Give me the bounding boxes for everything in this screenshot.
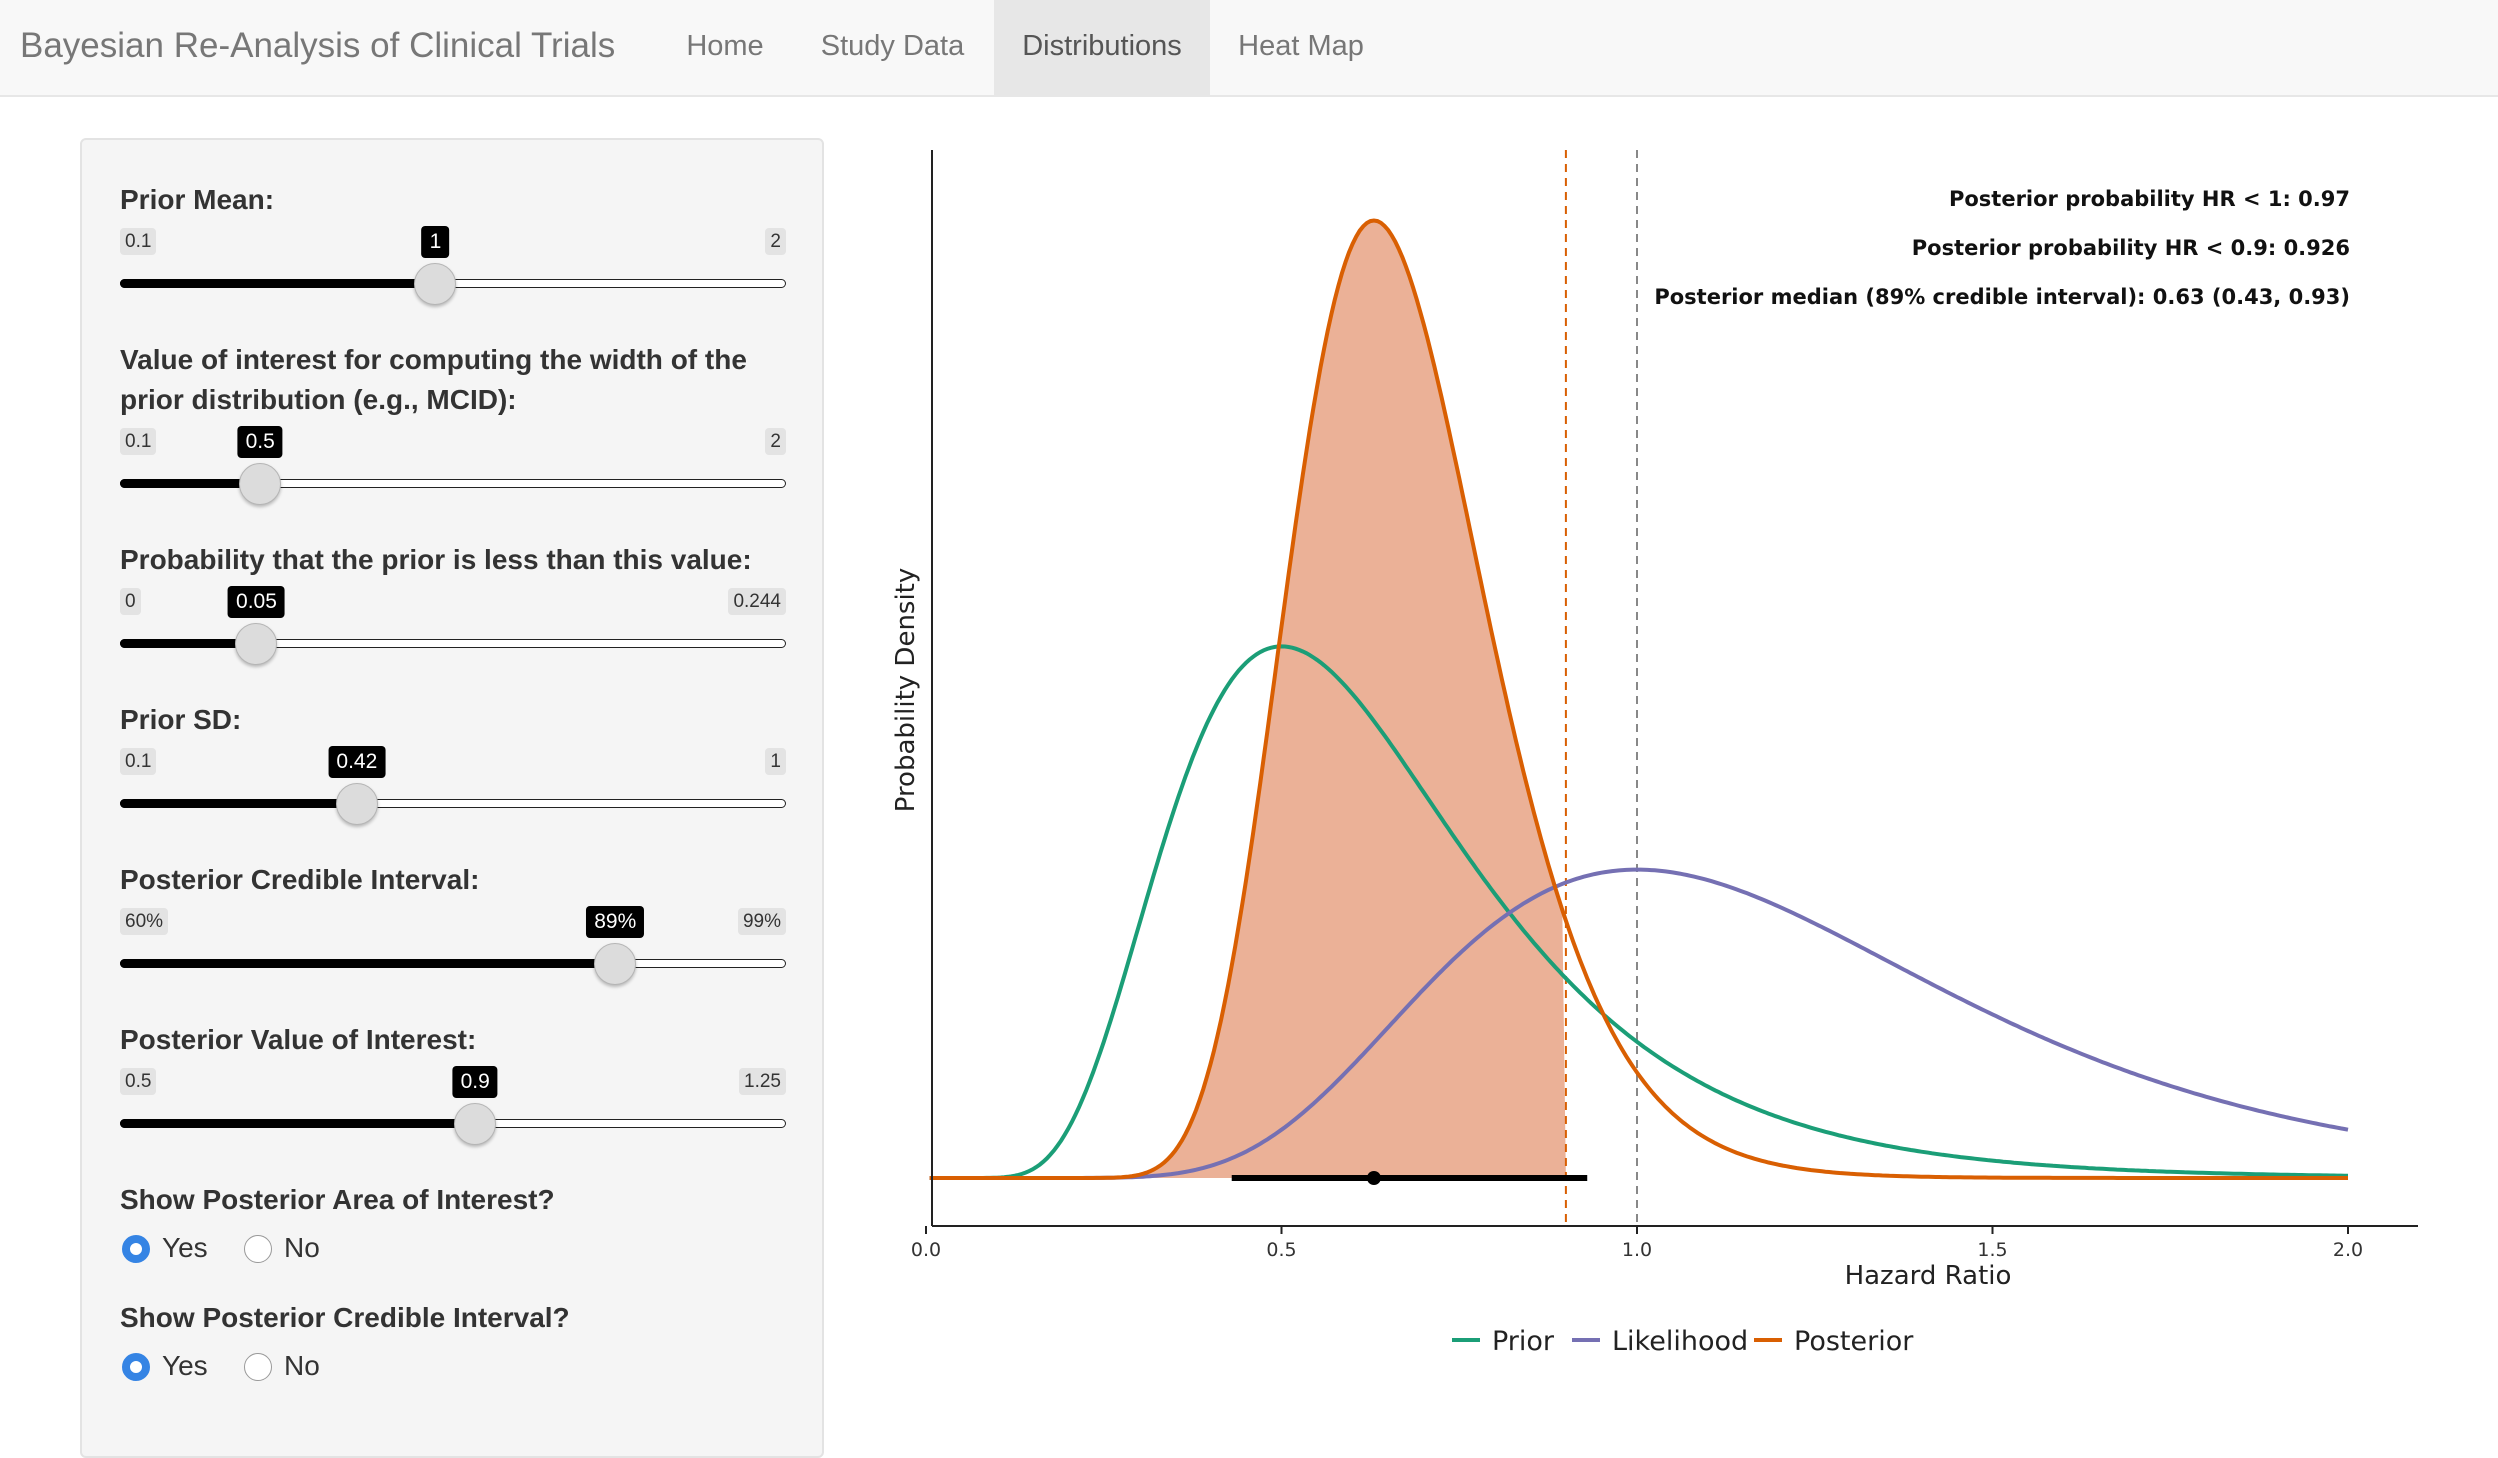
slider-min: 0.1 xyxy=(120,428,157,455)
slider-value: 0.42 xyxy=(328,746,386,778)
controls-panel: Prior Mean: 0.1 2 1 Value of interest fo… xyxy=(80,138,824,1458)
slider-min: 0 xyxy=(120,588,141,615)
prior-mean-label: Prior Mean: xyxy=(120,184,275,215)
slider-fill xyxy=(120,959,616,968)
radio-button[interactable] xyxy=(122,1353,150,1381)
slider-max: 2 xyxy=(765,428,786,455)
value-of-interest-label: Posterior Value of Interest: xyxy=(120,1024,477,1055)
radio-label: No xyxy=(284,1232,320,1263)
show-ci-label: Show Posterior Credible Interval? xyxy=(120,1302,570,1333)
radio-label: Yes xyxy=(162,1350,208,1381)
radio-label: No xyxy=(284,1350,320,1381)
credible-interval-slider[interactable]: 60% 99% 89% xyxy=(120,906,786,988)
legend-posterior-label: Posterior xyxy=(1794,1326,1914,1357)
tab-study-data[interactable]: Study Data xyxy=(820,30,965,62)
slider-fill xyxy=(120,279,436,288)
prior-prob-label: Probability that the prior is less than … xyxy=(120,544,752,575)
slider-handle[interactable] xyxy=(414,263,457,305)
app-title[interactable]: Bayesian Re-Analysis of Clinical Trials xyxy=(20,26,616,65)
distribution-plot-svg: 0.0 0.5 1.0 1.5 2.0 Hazard Ratio Probability… xyxy=(891,150,2418,1357)
slider-value: 0.9 xyxy=(452,1066,498,1098)
show-area-yes[interactable]: Yes xyxy=(120,1228,208,1268)
slider-min: 0.1 xyxy=(120,228,157,255)
radio-button[interactable] xyxy=(122,1235,150,1263)
prior-sd-label: Prior SD: xyxy=(120,704,242,735)
show-area-no[interactable]: No xyxy=(242,1228,320,1268)
prior-mean-slider[interactable]: 0.1 2 1 xyxy=(120,226,786,308)
slider-fill xyxy=(120,639,257,648)
legend: Prior Likelihood Posterior xyxy=(1452,1326,1914,1357)
prior-sd-slider[interactable]: 0.1 1 0.42 xyxy=(120,746,786,828)
slider-handle[interactable] xyxy=(235,623,278,665)
mcid-label: Value of interest for computing the widt… xyxy=(120,344,747,415)
tab-home[interactable]: Home xyxy=(686,30,764,62)
slider-value: 0.05 xyxy=(228,586,285,618)
prior-curve xyxy=(929,644,2348,1180)
slider-fill xyxy=(120,479,261,488)
radio-label: Yes xyxy=(162,1232,208,1263)
posterior-area-of-interest xyxy=(929,220,1566,1178)
annotation-prob-hr-09: Posterior probability HR < 0.9: 0.926 xyxy=(1912,236,2350,260)
slider-max: 1.25 xyxy=(739,1068,786,1095)
slider-min: 0.1 xyxy=(120,748,157,775)
x-tick-label: 0.0 xyxy=(911,1239,941,1261)
legend-likelihood-label: Likelihood xyxy=(1612,1326,1748,1357)
radio-button[interactable] xyxy=(244,1353,272,1381)
slider-handle[interactable] xyxy=(594,943,637,985)
slider-value: 1 xyxy=(421,226,450,258)
slider-max: 99% xyxy=(737,908,786,935)
slider-fill xyxy=(120,799,357,808)
tab-heat-map[interactable]: Heat Map xyxy=(1238,30,1364,62)
slider-max: 0.244 xyxy=(728,588,786,615)
prior-prob-slider[interactable]: 0 0.244 0.05 xyxy=(120,586,786,668)
legend-prior-label: Prior xyxy=(1492,1326,1555,1357)
y-axis-title: Probability Density xyxy=(891,568,921,813)
x-tick-label: 0.5 xyxy=(1266,1239,1296,1261)
distribution-plot: 0.0 0.5 1.0 1.5 2.0 Hazard Ratio Probability… xyxy=(880,140,2440,1390)
slider-fill xyxy=(120,1119,476,1128)
tab-distributions[interactable]: Distributions xyxy=(994,0,1210,95)
likelihood-curve xyxy=(929,867,2349,1180)
mcid-slider[interactable]: 0.1 2 0.5 xyxy=(120,426,786,508)
x-tick-label: 1.5 xyxy=(1977,1239,2007,1261)
posterior-median-point xyxy=(1366,1171,1381,1185)
show-area-label: Show Posterior Area of Interest? xyxy=(120,1184,555,1215)
slider-max: 1 xyxy=(765,748,786,775)
posterior-curve xyxy=(929,218,2348,1180)
slider-handle[interactable] xyxy=(454,1103,497,1145)
credible-interval-label: Posterior Credible Interval: xyxy=(120,864,480,895)
slider-max: 2 xyxy=(765,228,786,255)
annotation-posterior-median: Posterior median (89% credible interval)… xyxy=(1654,285,2350,309)
show-ci-yes[interactable]: Yes xyxy=(120,1346,208,1386)
x-tick-label: 1.0 xyxy=(1622,1239,1652,1261)
navbar: Bayesian Re-Analysis of Clinical Trials … xyxy=(0,0,2498,97)
slider-min: 0.5 xyxy=(120,1068,157,1095)
radio-button[interactable] xyxy=(244,1235,272,1263)
annotation-prob-hr-1: Posterior probability HR < 1: 0.97 xyxy=(1949,187,2350,211)
value-of-interest-slider[interactable]: 0.5 1.25 0.9 xyxy=(120,1066,786,1148)
slider-handle[interactable] xyxy=(239,463,282,505)
x-tick-label: 2.0 xyxy=(2333,1239,2363,1261)
slider-min: 60% xyxy=(120,908,169,935)
show-ci-no[interactable]: No xyxy=(242,1346,320,1386)
slider-value: 0.5 xyxy=(237,426,283,458)
slider-value: 89% xyxy=(586,906,645,938)
x-axis-title: Hazard Ratio xyxy=(1845,1261,2012,1291)
slider-handle[interactable] xyxy=(335,783,378,825)
